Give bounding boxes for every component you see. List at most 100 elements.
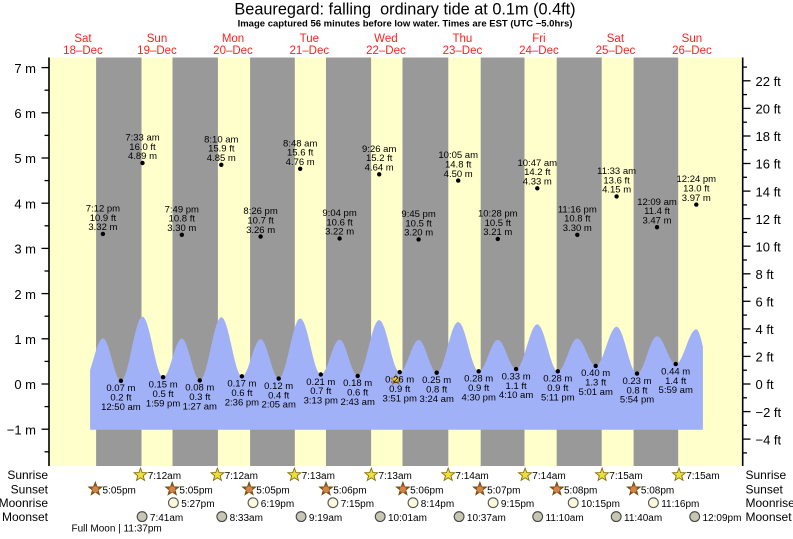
svg-text:Mon: Mon xyxy=(222,33,244,45)
svg-text:8:14pm: 8:14pm xyxy=(421,499,454,510)
svg-text:14.2 ft: 14.2 ft xyxy=(524,167,551,178)
svg-text:10.9 ft: 10.9 ft xyxy=(90,213,117,224)
svg-text:2:43 am: 2:43 am xyxy=(341,397,375,408)
svg-text:0.07 m: 0.07 m xyxy=(106,383,135,394)
svg-text:Sat: Sat xyxy=(74,33,92,45)
svg-text:0.6 ft: 0.6 ft xyxy=(347,388,368,399)
svg-text:20 ft: 20 ft xyxy=(756,102,782,117)
svg-text:21–Dec: 21–Dec xyxy=(289,45,329,57)
svg-text:2:36 pm: 2:36 pm xyxy=(225,397,259,408)
svg-text:4.85 m: 4.85 m xyxy=(207,153,236,164)
svg-text:0 m: 0 m xyxy=(14,377,36,392)
svg-text:4.50 m: 4.50 m xyxy=(444,169,473,180)
svg-text:3.20 m: 3.20 m xyxy=(404,228,433,239)
svg-text:Full Moon | 11:37pm: Full Moon | 11:37pm xyxy=(72,524,162,535)
svg-text:Fri: Fri xyxy=(532,33,545,45)
svg-text:3.97 m: 3.97 m xyxy=(682,193,711,204)
svg-text:3.30 m: 3.30 m xyxy=(167,223,196,234)
svg-text:1:59 pm: 1:59 pm xyxy=(146,398,180,409)
svg-text:5:08pm: 5:08pm xyxy=(641,485,674,496)
svg-text:22 ft: 22 ft xyxy=(756,74,782,89)
svg-text:5:27pm: 5:27pm xyxy=(181,499,214,510)
svg-text:0.23 m: 0.23 m xyxy=(622,376,651,387)
svg-text:0.18 m: 0.18 m xyxy=(343,378,372,389)
svg-text:5:06pm: 5:06pm xyxy=(333,485,366,496)
svg-text:7:15pm: 7:15pm xyxy=(341,499,374,510)
svg-text:10:15pm: 10:15pm xyxy=(581,499,620,510)
svg-text:3:13 pm: 3:13 pm xyxy=(304,396,338,407)
svg-text:0.25 m: 0.25 m xyxy=(422,375,451,386)
svg-text:5:01 am: 5:01 am xyxy=(579,387,613,398)
svg-text:5:54 pm: 5:54 pm xyxy=(620,395,654,406)
svg-text:15.6 ft: 15.6 ft xyxy=(287,148,314,159)
svg-text:Sat: Sat xyxy=(607,33,625,45)
svg-text:9:26 am: 9:26 am xyxy=(362,144,396,155)
svg-text:1 m: 1 m xyxy=(14,332,36,347)
svg-text:5:05pm: 5:05pm xyxy=(179,485,212,496)
svg-text:7:41am: 7:41am xyxy=(150,513,183,524)
svg-text:14.8 ft: 14.8 ft xyxy=(445,160,472,171)
svg-text:9:19am: 9:19am xyxy=(309,513,342,524)
svg-text:12 ft: 12 ft xyxy=(756,212,782,227)
svg-text:23–Dec: 23–Dec xyxy=(443,45,483,57)
svg-text:8:33am: 8:33am xyxy=(230,513,263,524)
svg-text:10:05 am: 10:05 am xyxy=(438,150,478,161)
svg-text:22–Dec: 22–Dec xyxy=(366,45,406,57)
svg-text:10.8 ft: 10.8 ft xyxy=(564,214,591,225)
svg-text:12:09pm: 12:09pm xyxy=(703,513,742,524)
svg-text:4 m: 4 m xyxy=(14,196,36,211)
svg-text:0.17 m: 0.17 m xyxy=(227,379,256,390)
svg-text:Sunrise: Sunrise xyxy=(746,468,787,482)
svg-text:9:45 pm: 9:45 pm xyxy=(401,209,435,220)
svg-text:5:11 pm: 5:11 pm xyxy=(541,392,575,403)
svg-text:24–Dec: 24–Dec xyxy=(519,45,559,57)
svg-text:6 m: 6 m xyxy=(14,106,36,121)
svg-text:−4 ft: −4 ft xyxy=(756,432,782,447)
svg-text:0.9 ft: 0.9 ft xyxy=(468,383,489,394)
svg-text:7:13am: 7:13am xyxy=(302,471,335,482)
svg-text:5:07pm: 5:07pm xyxy=(487,485,520,496)
svg-text:8:48 am: 8:48 am xyxy=(283,138,317,149)
svg-text:Beauregard: falling ordinary: Beauregard: falling ordinary tide at 0.1… xyxy=(234,1,575,19)
svg-text:3.30 m: 3.30 m xyxy=(563,223,592,234)
svg-text:1:27 am: 1:27 am xyxy=(183,402,217,413)
svg-text:2 m: 2 m xyxy=(14,287,36,302)
svg-text:10.5 ft: 10.5 ft xyxy=(485,218,512,229)
svg-text:1.1 ft: 1.1 ft xyxy=(506,381,527,392)
svg-text:0.4 ft: 0.4 ft xyxy=(268,390,289,401)
svg-text:Moonrise: Moonrise xyxy=(746,496,793,510)
svg-text:Image captured 56 minutes befo: Image captured 56 minutes before low wat… xyxy=(238,19,573,30)
svg-text:12:09 am: 12:09 am xyxy=(637,197,677,208)
svg-text:1.4 ft: 1.4 ft xyxy=(665,376,686,387)
svg-text:0.28 m: 0.28 m xyxy=(464,374,493,385)
svg-text:12:24 pm: 12:24 pm xyxy=(676,174,716,185)
svg-text:7:15am: 7:15am xyxy=(609,471,642,482)
svg-text:3.21 m: 3.21 m xyxy=(483,227,512,238)
svg-text:5 m: 5 m xyxy=(14,151,36,166)
svg-text:18–Dec: 18–Dec xyxy=(63,45,103,57)
svg-text:9:15pm: 9:15pm xyxy=(501,499,534,510)
svg-text:4:30 pm: 4:30 pm xyxy=(462,392,496,403)
svg-text:18 ft: 18 ft xyxy=(756,129,782,144)
svg-text:0.9 ft: 0.9 ft xyxy=(547,383,568,394)
svg-text:0.8 ft: 0.8 ft xyxy=(626,385,647,396)
svg-text:8:26 pm: 8:26 pm xyxy=(243,206,277,217)
svg-text:0.3 ft: 0.3 ft xyxy=(189,392,210,403)
svg-text:16.0 ft: 16.0 ft xyxy=(129,142,156,153)
svg-text:4 ft: 4 ft xyxy=(756,322,774,337)
svg-text:0.08 m: 0.08 m xyxy=(185,383,214,394)
svg-text:3.32 m: 3.32 m xyxy=(88,222,117,233)
svg-text:0.9 ft: 0.9 ft xyxy=(389,384,410,395)
svg-text:10:28 pm: 10:28 pm xyxy=(478,209,518,220)
svg-text:3:24 am: 3:24 am xyxy=(420,394,454,405)
svg-text:10 ft: 10 ft xyxy=(756,239,782,254)
svg-text:Sunrise: Sunrise xyxy=(7,468,48,482)
svg-text:3.47 m: 3.47 m xyxy=(642,215,671,226)
svg-text:8:10 am: 8:10 am xyxy=(204,134,238,145)
svg-text:7 m: 7 m xyxy=(14,61,36,76)
svg-text:11.4 ft: 11.4 ft xyxy=(644,206,670,217)
svg-text:7:49 pm: 7:49 pm xyxy=(165,204,199,215)
svg-text:0.12 m: 0.12 m xyxy=(264,381,293,392)
svg-text:7:12am: 7:12am xyxy=(225,471,258,482)
svg-text:5:08pm: 5:08pm xyxy=(564,485,597,496)
